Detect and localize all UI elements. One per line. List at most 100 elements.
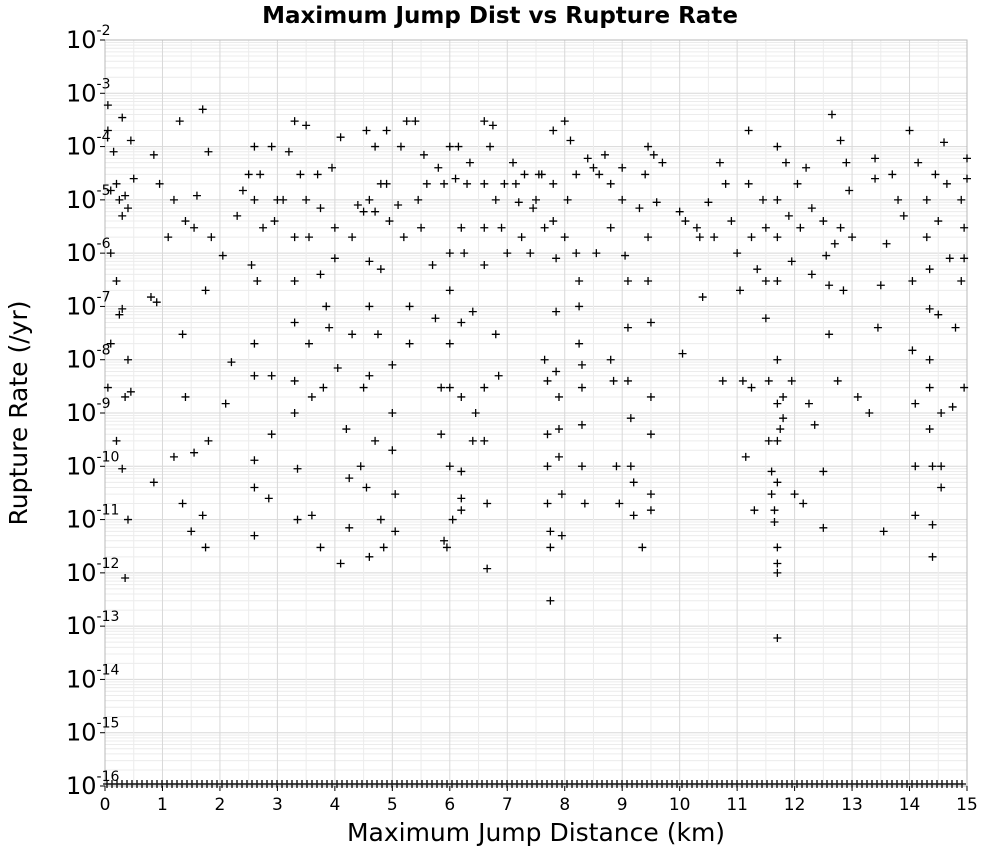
data-point (646, 490, 655, 499)
data-point (819, 523, 828, 532)
data-point (471, 409, 480, 417)
data-point (773, 277, 782, 286)
data-point (126, 387, 135, 396)
data-point (445, 339, 454, 348)
data-point (305, 339, 314, 348)
data-point (871, 174, 880, 183)
data-point (207, 233, 216, 242)
data-point (118, 304, 127, 313)
data-point (773, 568, 782, 577)
data-point (371, 142, 380, 151)
x-tick-label: 8 (559, 795, 570, 815)
data-point (457, 392, 466, 401)
y-tick-label: 10-4 (66, 130, 111, 161)
data-point (905, 126, 914, 135)
data-point (305, 233, 314, 242)
data-point (371, 436, 380, 445)
data-point (250, 483, 259, 492)
y-tick-label: 10-11 (66, 503, 119, 534)
data-point (302, 121, 311, 130)
y-tick-label: 10-9 (66, 396, 111, 427)
data-point (494, 371, 503, 380)
data-point (773, 355, 782, 364)
data-point (365, 552, 374, 561)
floor-point (958, 780, 966, 788)
data-point (554, 425, 563, 434)
data-point (121, 574, 130, 583)
data-point (761, 277, 770, 286)
data-point (238, 186, 247, 195)
data-point (146, 293, 155, 302)
data-point (178, 499, 187, 508)
data-point (658, 158, 667, 167)
data-point (362, 483, 371, 492)
data-point (480, 179, 489, 188)
data-point (692, 223, 701, 232)
data-point (451, 174, 460, 183)
data-point (540, 223, 549, 232)
data-point (790, 490, 799, 499)
data-point (440, 179, 449, 188)
data-point (419, 150, 428, 159)
y-tick-label: 10-12 (66, 556, 119, 587)
data-point (802, 163, 811, 172)
data-point (543, 430, 552, 439)
data-point (284, 147, 293, 156)
data-point (894, 195, 903, 204)
data-point (931, 170, 940, 179)
data-point (773, 633, 782, 642)
data-point (169, 195, 178, 204)
data-point (267, 430, 276, 439)
data-point (181, 392, 190, 401)
data-point (770, 506, 779, 515)
data-point (509, 158, 518, 167)
data-point (422, 179, 431, 188)
data-point (781, 158, 790, 167)
data-point (388, 409, 397, 417)
data-point (942, 179, 951, 188)
data-point (543, 376, 552, 385)
data-point (738, 376, 747, 385)
data-point (201, 543, 210, 552)
data-point (192, 191, 201, 200)
data-point (316, 204, 325, 213)
data-point (480, 383, 489, 392)
data-point (442, 543, 451, 552)
y-tick-label: 10-16 (66, 769, 120, 800)
data-point (721, 179, 730, 188)
data-point (546, 596, 555, 605)
data-point (644, 277, 653, 286)
data-point (457, 318, 466, 327)
data-point (957, 277, 966, 286)
data-point (296, 170, 305, 179)
data-point (925, 355, 934, 364)
data-point (750, 506, 759, 515)
data-point (646, 430, 655, 439)
data-point (899, 211, 908, 220)
data-point (330, 254, 339, 263)
data-point (448, 515, 457, 524)
data-point (825, 330, 834, 339)
data-point (365, 195, 374, 204)
data-point (773, 436, 782, 445)
data-point (793, 179, 802, 188)
data-point (819, 217, 828, 226)
data-point (345, 523, 354, 532)
data-point (799, 499, 808, 508)
data-point (629, 511, 638, 520)
data-point (365, 302, 374, 311)
data-point (198, 511, 207, 520)
data-point (468, 436, 477, 445)
data-point (483, 564, 492, 573)
data-point (129, 174, 138, 183)
data-point (514, 198, 523, 207)
data-point (727, 217, 736, 226)
data-point (934, 310, 943, 319)
data-point (626, 462, 635, 471)
data-point (744, 179, 753, 188)
data-point (652, 198, 661, 207)
data-point (414, 195, 423, 204)
data-point (575, 302, 584, 311)
x-tick-label: 10 (669, 795, 691, 815)
